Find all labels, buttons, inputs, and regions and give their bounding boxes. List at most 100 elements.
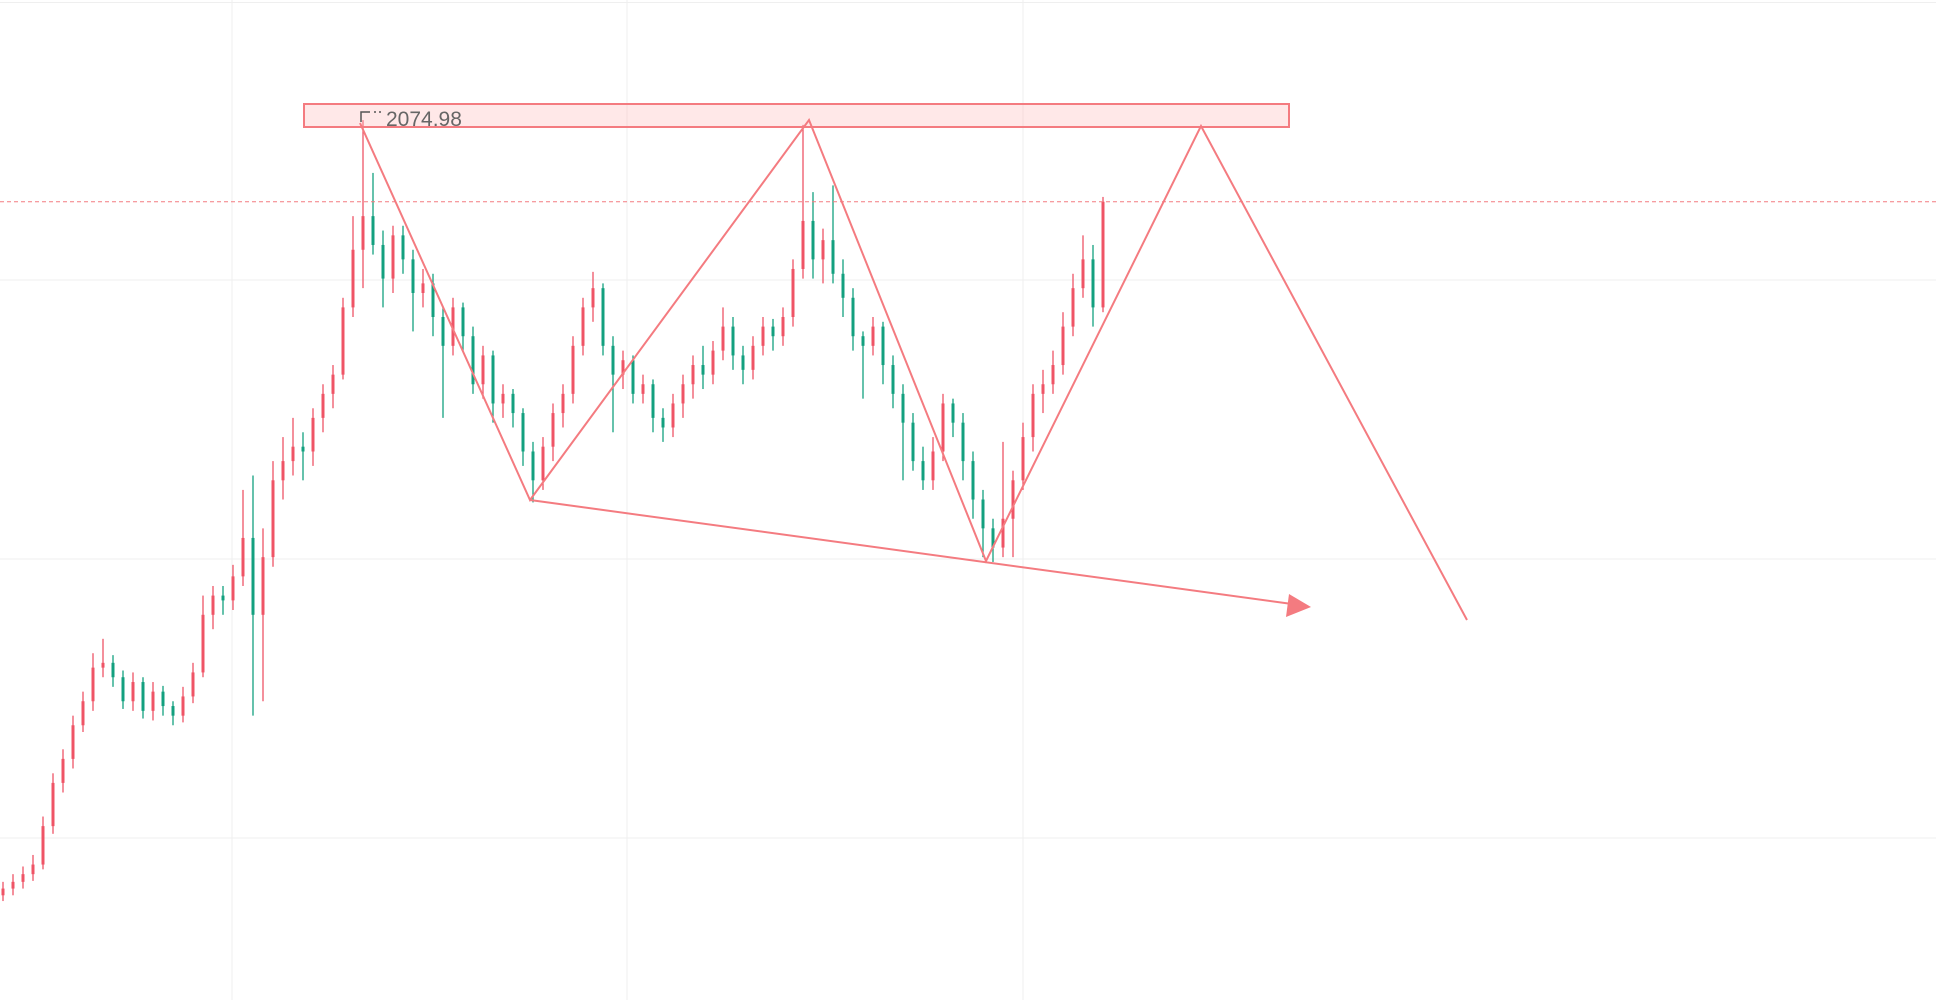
candle-body (521, 413, 525, 452)
candle-body (161, 691, 165, 707)
candle-body (321, 393, 325, 418)
candle-body (391, 235, 395, 279)
candle-body (451, 307, 455, 346)
candle-body (1071, 288, 1075, 327)
candle-body (311, 417, 315, 452)
price-marker (360, 111, 381, 122)
candle-body (171, 706, 175, 716)
candle-body (801, 220, 805, 269)
candle-body (621, 360, 625, 375)
candle-body (291, 446, 295, 462)
candles (1, 120, 1105, 902)
candle-body (1001, 518, 1005, 548)
candle-body (251, 537, 255, 615)
candle-body (1061, 326, 1065, 366)
candle-body (841, 273, 845, 298)
candle-body (151, 691, 155, 711)
candle-body (11, 881, 15, 889)
candle-body (951, 403, 955, 423)
candle-body (31, 864, 35, 875)
candle-body (281, 461, 285, 481)
candle-body (991, 528, 995, 548)
candle-body (261, 557, 265, 615)
candle-body (501, 393, 505, 404)
candle-body (231, 576, 235, 601)
candle-body (61, 758, 65, 783)
candle-body (401, 235, 405, 260)
candle-body (1, 888, 5, 896)
candle-body (211, 595, 215, 615)
candle-body (921, 461, 925, 481)
candle-body (871, 326, 875, 346)
candle-body (511, 393, 515, 414)
candle-body (1011, 480, 1015, 519)
candle-body (791, 268, 795, 318)
drawings (303, 103, 1468, 621)
candle-body (301, 446, 305, 452)
candle-body (701, 365, 705, 375)
candle-body (361, 216, 365, 250)
candle-body (221, 595, 225, 601)
candle-body (751, 345, 755, 370)
candle-body (81, 701, 85, 726)
candle-body (771, 326, 775, 337)
candle-body (181, 696, 185, 716)
resistance-zone (303, 103, 1290, 128)
candle-body (591, 288, 595, 308)
candle-body (571, 345, 575, 394)
candle-body (831, 240, 835, 274)
candle-body (631, 360, 635, 394)
candle-body (541, 446, 545, 481)
candle-body (811, 220, 815, 260)
candle-body (271, 480, 275, 558)
candle-body (441, 317, 445, 346)
candle-body (671, 403, 675, 428)
candle-body (581, 307, 585, 346)
candle-body (761, 326, 765, 346)
candle-body (121, 677, 125, 702)
candle-body (691, 365, 695, 385)
candle-body (781, 317, 785, 337)
candle-body (381, 244, 385, 279)
candle-body (651, 384, 655, 418)
candle-body (1081, 259, 1085, 289)
candle-body (411, 259, 415, 293)
trend-arrow-line (529, 499, 1293, 605)
pattern-line (359, 117, 1468, 621)
candle-body (1101, 201, 1105, 308)
candle-body (961, 422, 965, 462)
candle-body (191, 672, 195, 697)
candle-body (241, 537, 245, 577)
candle-body (931, 451, 935, 481)
candle-body (51, 782, 55, 827)
arrow-head (1286, 594, 1311, 617)
candle-body (901, 393, 905, 423)
candle-body (461, 307, 465, 337)
candle-body (821, 240, 825, 260)
candle-body (471, 336, 475, 385)
candle-body (1041, 384, 1045, 394)
candle-body (681, 384, 685, 404)
candle-body (131, 682, 135, 702)
candle-body (531, 451, 535, 481)
candle-body (861, 336, 865, 346)
high-label: 2074.98 (386, 108, 462, 131)
candle-body (551, 413, 555, 447)
candle-body (721, 326, 725, 351)
candle-body (1031, 393, 1035, 438)
candle-body (981, 499, 985, 529)
candle-body (111, 662, 115, 678)
candle-body (971, 461, 975, 500)
candle-body (1091, 259, 1095, 308)
candle-body (21, 874, 25, 882)
candle-body (201, 614, 205, 673)
candle-body (1051, 365, 1055, 385)
candle-body (661, 417, 665, 428)
candle-body (41, 826, 45, 865)
candle-body (851, 297, 855, 337)
candle-body (331, 374, 335, 394)
candle-body (421, 283, 425, 293)
